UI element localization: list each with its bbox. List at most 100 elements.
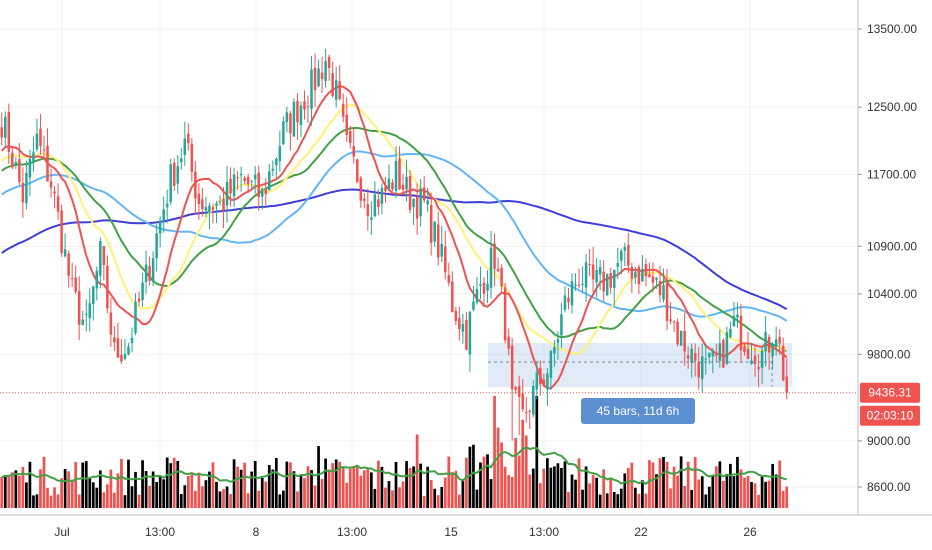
candle[interactable] xyxy=(158,216,162,248)
candle[interactable] xyxy=(612,269,616,306)
candle[interactable] xyxy=(46,128,49,182)
candle[interactable] xyxy=(510,337,514,441)
candle[interactable] xyxy=(697,347,700,390)
candle[interactable] xyxy=(419,179,422,227)
candle[interactable] xyxy=(563,286,567,313)
candle[interactable] xyxy=(447,262,451,287)
candle[interactable] xyxy=(539,360,542,396)
candle[interactable] xyxy=(384,177,387,203)
price-axis[interactable]: 13500.00 12500.00 11700.00 10900.00 10400.00… xyxy=(858,22,917,494)
candle[interactable] xyxy=(637,264,641,295)
candle[interactable] xyxy=(486,270,489,304)
candle[interactable] xyxy=(324,48,327,88)
candle[interactable] xyxy=(774,326,778,356)
candle[interactable] xyxy=(451,271,454,313)
candle[interactable] xyxy=(250,179,253,190)
candle[interactable] xyxy=(514,386,517,394)
candle[interactable] xyxy=(489,230,493,299)
candle[interactable] xyxy=(109,297,113,348)
candle[interactable] xyxy=(180,148,183,170)
candle[interactable] xyxy=(113,325,116,351)
candle[interactable] xyxy=(377,189,380,216)
candle[interactable] xyxy=(532,380,535,418)
candle[interactable] xyxy=(693,343,697,377)
candle[interactable] xyxy=(42,135,46,160)
candle[interactable] xyxy=(134,293,137,336)
candle[interactable] xyxy=(753,344,757,377)
candle[interactable] xyxy=(285,106,289,133)
candle[interactable] xyxy=(408,170,412,214)
candle[interactable] xyxy=(183,121,187,166)
candle[interactable] xyxy=(620,248,623,275)
candle[interactable] xyxy=(662,268,665,303)
candle[interactable] xyxy=(472,285,475,312)
candle[interactable] xyxy=(232,167,236,207)
candle[interactable] xyxy=(317,59,320,88)
candle[interactable] xyxy=(665,268,669,330)
candle[interactable] xyxy=(704,344,708,375)
candle[interactable] xyxy=(444,231,447,280)
candle[interactable] xyxy=(253,166,257,194)
candle[interactable] xyxy=(669,302,672,325)
candle[interactable] xyxy=(106,255,109,314)
candle[interactable] xyxy=(77,276,81,341)
candle[interactable] xyxy=(468,311,472,372)
candle[interactable] xyxy=(570,273,574,314)
candle[interactable] xyxy=(679,330,683,347)
candle[interactable] xyxy=(591,246,595,293)
candle[interactable] xyxy=(542,373,546,388)
candle[interactable] xyxy=(39,114,42,155)
candle[interactable] xyxy=(278,130,282,172)
candle[interactable] xyxy=(49,168,53,198)
candle[interactable] xyxy=(208,202,211,230)
candle[interactable] xyxy=(676,318,679,347)
candle[interactable] xyxy=(246,173,250,194)
candle[interactable] xyxy=(641,255,644,282)
candle[interactable] xyxy=(60,204,63,257)
candle[interactable] xyxy=(746,332,750,360)
candle[interactable] xyxy=(204,196,208,218)
candle[interactable] xyxy=(700,343,704,393)
candle[interactable] xyxy=(7,103,11,165)
time-axis[interactable]: Jul 13:00 8 13:00 15 13:00 22 26 xyxy=(54,525,757,539)
candle[interactable] xyxy=(686,346,690,369)
candle[interactable] xyxy=(429,192,433,256)
candle[interactable] xyxy=(197,183,201,220)
candle[interactable] xyxy=(84,299,88,332)
candle[interactable] xyxy=(225,166,229,223)
candle[interactable] xyxy=(609,267,612,294)
candle[interactable] xyxy=(394,146,398,199)
candle[interactable] xyxy=(436,211,440,266)
candle[interactable] xyxy=(359,175,363,208)
candle[interactable] xyxy=(296,93,299,140)
candle[interactable] xyxy=(528,409,532,429)
candle[interactable] xyxy=(370,201,373,235)
candle[interactable] xyxy=(465,311,468,351)
candle[interactable] xyxy=(556,331,560,360)
candle[interactable] xyxy=(282,116,285,145)
candle[interactable] xyxy=(507,328,510,356)
candle[interactable] xyxy=(56,183,60,220)
candle[interactable] xyxy=(479,266,482,300)
candle[interactable] xyxy=(194,160,197,215)
candle[interactable] xyxy=(771,341,774,370)
candle[interactable] xyxy=(187,123,190,151)
candle[interactable] xyxy=(190,138,194,182)
candle[interactable] xyxy=(391,179,394,192)
candle[interactable] xyxy=(172,158,176,192)
candle[interactable] xyxy=(405,159,408,202)
candle[interactable] xyxy=(292,98,296,137)
candle[interactable] xyxy=(767,333,771,370)
candle[interactable] xyxy=(658,265,662,303)
candle[interactable] xyxy=(739,304,743,363)
candle[interactable] xyxy=(715,343,718,363)
candle[interactable] xyxy=(102,245,106,281)
candle[interactable] xyxy=(127,342,130,356)
candle[interactable] xyxy=(708,352,711,365)
candle[interactable] xyxy=(380,183,384,215)
candle[interactable] xyxy=(718,329,722,368)
candle[interactable] xyxy=(137,291,141,306)
candlesticks[interactable] xyxy=(0,48,788,441)
candle[interactable] xyxy=(70,262,74,288)
